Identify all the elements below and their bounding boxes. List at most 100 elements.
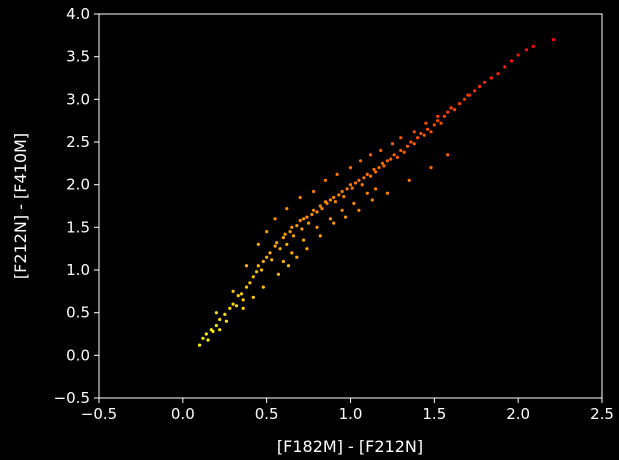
data-point	[315, 210, 319, 214]
data-point	[449, 106, 453, 110]
y-tick-label: 4.0	[66, 5, 90, 23]
data-point	[340, 208, 344, 212]
x-tick-label: −0.5	[81, 405, 117, 423]
data-point	[281, 259, 285, 264]
data-point	[298, 195, 302, 200]
x-tick-label: 2.5	[590, 405, 614, 423]
data-point	[241, 298, 245, 302]
data-point	[489, 76, 493, 80]
data-point	[419, 131, 423, 136]
data-point	[348, 166, 353, 170]
data-point	[382, 164, 386, 168]
data-point	[286, 264, 291, 268]
data-point	[374, 170, 378, 174]
data-point	[372, 167, 376, 171]
data-point	[298, 218, 302, 223]
data-point	[399, 136, 403, 140]
data-point	[244, 285, 249, 289]
data-point	[416, 136, 420, 140]
data-point	[348, 183, 353, 187]
data-point	[407, 178, 411, 182]
data-point	[335, 172, 339, 176]
data-point	[332, 195, 336, 200]
data-point	[340, 189, 344, 194]
x-axis-ticks: −0.5 0.0 0.5 1.0 1.5 2.0 2.5	[81, 398, 614, 423]
data-point	[328, 217, 332, 221]
data-point	[228, 306, 232, 310]
data-point	[332, 221, 336, 225]
data-point	[234, 304, 239, 308]
data-point	[359, 159, 363, 163]
data-point	[422, 133, 426, 137]
data-points-group	[198, 38, 556, 347]
data-point	[239, 292, 244, 296]
data-point	[392, 153, 396, 157]
data-point	[503, 65, 507, 69]
data-point	[291, 234, 296, 238]
data-point	[345, 187, 349, 191]
data-point	[305, 247, 309, 251]
x-tick-label: 1.0	[339, 405, 363, 423]
data-point	[369, 174, 373, 178]
data-point	[442, 114, 446, 118]
data-point	[462, 97, 467, 101]
data-point	[395, 155, 399, 159]
data-point	[285, 242, 289, 246]
data-point	[452, 108, 457, 112]
data-point	[268, 251, 272, 255]
data-point	[270, 258, 274, 262]
data-point	[350, 186, 354, 190]
data-point	[429, 166, 433, 170]
data-point	[312, 208, 316, 212]
data-point	[265, 255, 269, 259]
data-point	[426, 127, 430, 131]
data-point	[412, 130, 416, 134]
y-tick-label: 2.5	[66, 133, 90, 151]
data-point	[325, 201, 329, 205]
data-point	[231, 302, 235, 306]
data-point	[369, 153, 373, 157]
data-point	[295, 224, 299, 228]
data-point	[412, 142, 416, 146]
data-point	[211, 329, 215, 333]
y-axis-label: [F212N] - [F410M]	[11, 133, 30, 279]
data-point	[290, 225, 294, 229]
data-point	[389, 157, 393, 161]
data-point	[357, 208, 361, 212]
data-point	[402, 150, 406, 154]
data-point	[362, 176, 366, 180]
data-point	[436, 119, 440, 123]
data-point	[390, 142, 394, 146]
data-point	[305, 215, 309, 219]
data-point	[198, 343, 202, 347]
data-point	[399, 148, 403, 153]
data-point	[310, 212, 314, 217]
data-point	[290, 251, 294, 255]
data-point	[251, 295, 255, 299]
data-point	[256, 264, 260, 268]
data-point	[275, 241, 279, 245]
data-point	[380, 161, 384, 165]
data-point	[231, 289, 235, 293]
data-point	[432, 123, 436, 127]
data-point	[343, 215, 348, 219]
data-point	[288, 230, 292, 234]
data-point	[353, 181, 358, 185]
data-point	[224, 319, 228, 323]
y-tick-label: 0.0	[66, 346, 90, 364]
data-point	[551, 38, 556, 42]
data-point	[457, 102, 462, 106]
data-point	[377, 166, 381, 170]
data-point	[424, 121, 428, 125]
data-point	[261, 285, 265, 289]
data-point	[446, 153, 450, 157]
data-point	[323, 178, 327, 182]
data-point	[357, 178, 361, 182]
data-point	[256, 242, 260, 246]
data-point	[260, 268, 264, 272]
data-point	[315, 225, 319, 229]
data-point	[496, 72, 500, 76]
data-point	[436, 114, 440, 118]
data-point	[318, 234, 322, 238]
data-point	[333, 200, 337, 204]
